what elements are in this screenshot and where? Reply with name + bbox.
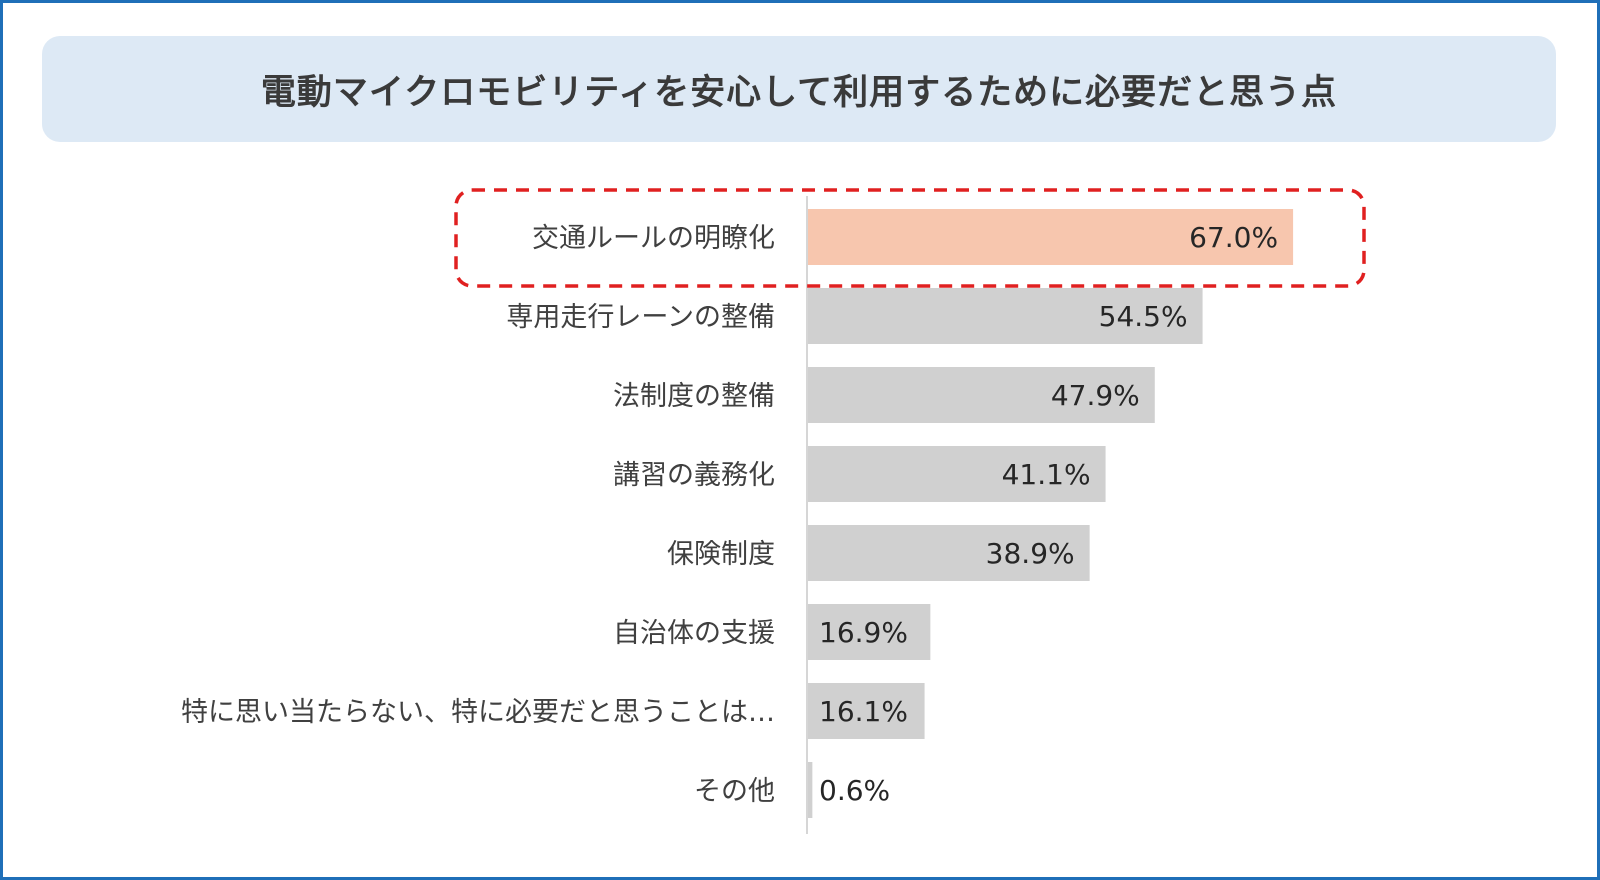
bar <box>808 209 1294 265</box>
value-label: 47.9% <box>1051 379 1140 412</box>
value-label: 38.9% <box>986 537 1075 570</box>
bar <box>808 683 925 739</box>
category-label: 特に思い当たらない、特に必要だと思うことは… <box>181 697 775 728</box>
category-label: 講習の義務化 <box>613 460 775 491</box>
category-label: 交通ルールの明瞭化 <box>532 223 775 254</box>
value-label: 0.6% <box>819 774 890 807</box>
title-banner: 電動マイクロモビリティを安心して利用するために必要だと思う点 <box>42 36 1556 142</box>
value-label: 16.1% <box>819 695 908 728</box>
chart-title: 電動マイクロモビリティを安心して利用するために必要だと思う点 <box>260 72 1338 113</box>
category-label: 法制度の整備 <box>613 381 775 412</box>
bar <box>808 446 1106 502</box>
category-label: その他 <box>694 776 775 807</box>
highlight-box <box>454 188 1366 288</box>
bar <box>808 288 1203 344</box>
bar <box>808 762 813 818</box>
bar <box>808 525 1090 581</box>
value-label: 67.0% <box>1189 221 1278 254</box>
category-label: 保険制度 <box>667 539 775 570</box>
value-label: 54.5% <box>1099 300 1188 333</box>
bar <box>808 367 1155 423</box>
category-label: 自治体の支援 <box>613 618 775 649</box>
bar <box>808 604 931 660</box>
value-label: 41.1% <box>1002 458 1091 491</box>
category-label: 専用走行レーンの整備 <box>506 302 775 333</box>
value-label: 16.9% <box>819 616 908 649</box>
